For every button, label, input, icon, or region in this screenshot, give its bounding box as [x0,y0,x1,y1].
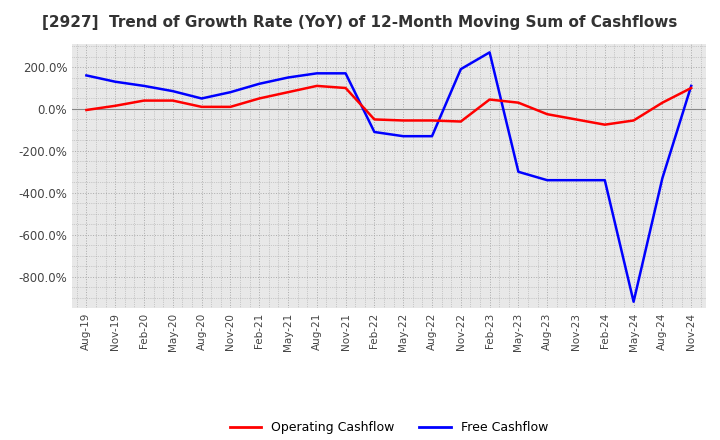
Legend: Operating Cashflow, Free Cashflow: Operating Cashflow, Free Cashflow [225,416,553,439]
Text: [2927]  Trend of Growth Rate (YoY) of 12-Month Moving Sum of Cashflows: [2927] Trend of Growth Rate (YoY) of 12-… [42,15,678,30]
